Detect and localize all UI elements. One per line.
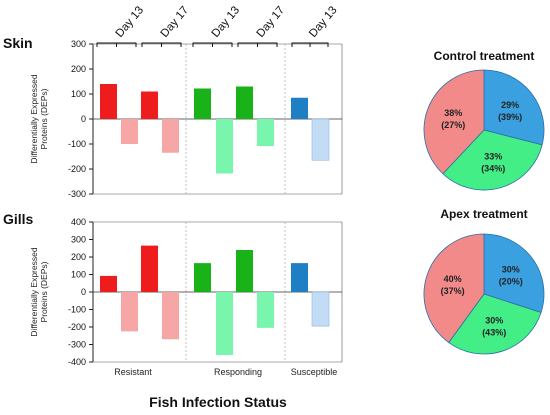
day-label: Day 13 bbox=[114, 4, 147, 40]
pie-label-pct-secondary: (34%) bbox=[481, 164, 505, 174]
y-tick-label: -100 bbox=[68, 139, 86, 149]
y-tick-label: -300 bbox=[68, 189, 86, 199]
bar-downregulated bbox=[257, 292, 274, 328]
group-label: Resistant bbox=[114, 367, 152, 377]
gills-panel-title: Gills bbox=[3, 211, 34, 227]
y-tick-label: 100 bbox=[71, 89, 86, 99]
day-label: Day 17 bbox=[255, 4, 288, 40]
y-axis-title-line2: Proteins (DEPs) bbox=[39, 261, 49, 322]
skin-bar-chart: 300 200 100 0 -100 -200 -300 Differentially Exp… bbox=[29, 39, 343, 199]
skin-panel-title: Skin bbox=[3, 35, 33, 51]
bar-upregulated bbox=[100, 275, 117, 292]
bar-downregulated bbox=[121, 119, 138, 144]
pie-label-pct-secondary: (37%) bbox=[441, 286, 465, 296]
apex-pie-title: Apex treatment bbox=[440, 207, 527, 221]
y-tick-label: -200 bbox=[68, 322, 86, 332]
y-tick-label: -400 bbox=[68, 357, 86, 367]
pie-label-pct: 38% bbox=[444, 108, 462, 118]
y-tick-label: 200 bbox=[71, 64, 86, 74]
pie-label-pct-secondary: (20%) bbox=[499, 277, 523, 287]
bar-downregulated bbox=[162, 292, 179, 340]
day-label: Day 13 bbox=[307, 4, 340, 40]
pie-slice bbox=[483, 69, 545, 146]
bar-upregulated bbox=[194, 263, 211, 292]
day-label: Day 13 bbox=[210, 4, 243, 40]
bar-upregulated bbox=[291, 97, 308, 119]
pie-label-pct-secondary: (39%) bbox=[498, 112, 522, 122]
control-pie-chart: 29% (39%) 33% (34%) 38% (27%) bbox=[423, 69, 545, 191]
pie-label-pct: 30% bbox=[502, 265, 520, 275]
bar-upregulated bbox=[236, 86, 253, 119]
bar-downregulated bbox=[311, 291, 330, 327]
pie-label-pct: 33% bbox=[484, 152, 502, 162]
bar-downregulated bbox=[216, 292, 233, 355]
pie-slice bbox=[423, 233, 485, 344]
y-axis-title-line1: Differentially Expressed bbox=[29, 247, 39, 336]
group-label: Susceptible bbox=[291, 367, 338, 377]
pie-slice bbox=[423, 69, 485, 175]
y-tick-label: 200 bbox=[71, 252, 86, 262]
group-labels: Resistant Responding Susceptible bbox=[114, 367, 337, 377]
y-tick-label: 0 bbox=[81, 114, 86, 124]
control-pie-title: Control treatment bbox=[434, 49, 535, 63]
gills-bar-chart: 400 300 200 100 0 -100 -200 -300 -400 Differentia… bbox=[29, 217, 343, 367]
y-axis-title-line1: Differentially Expressed bbox=[29, 74, 39, 163]
y-tick-label: -200 bbox=[68, 164, 86, 174]
pie-slice bbox=[442, 129, 543, 191]
y-tick-label: -100 bbox=[68, 305, 86, 315]
pie-label-pct-secondary: (43%) bbox=[482, 327, 506, 337]
bar-upregulated bbox=[194, 88, 211, 119]
pie-label-pct: 40% bbox=[444, 274, 462, 284]
bar-downregulated bbox=[257, 119, 274, 146]
pie-slice bbox=[448, 293, 542, 355]
apex-pie-chart: 30% (20%) 30% (43%) 40% (37%) bbox=[423, 233, 545, 355]
bar-upregulated bbox=[291, 263, 308, 292]
bar-upregulated bbox=[100, 84, 117, 119]
bar-downregulated bbox=[162, 119, 179, 153]
pie-slice bbox=[483, 233, 545, 314]
bar-downregulated bbox=[121, 292, 138, 332]
bar-upregulated bbox=[141, 91, 158, 119]
bar-upregulated bbox=[141, 245, 158, 292]
pie-label-pct: 29% bbox=[501, 100, 519, 110]
bar-upregulated bbox=[236, 250, 253, 292]
y-axis-title-line2: Proteins (DEPs) bbox=[39, 88, 49, 149]
pie-label-pct-secondary: (27%) bbox=[441, 120, 465, 130]
y-tick-label: -300 bbox=[68, 340, 86, 350]
y-tick-label: 400 bbox=[71, 217, 86, 227]
y-tick-label: 100 bbox=[71, 270, 86, 280]
bar-downregulated bbox=[216, 119, 233, 174]
y-tick-label: 300 bbox=[71, 235, 86, 245]
y-tick-label: 300 bbox=[71, 39, 86, 49]
day-label: Day 17 bbox=[159, 4, 192, 40]
group-label: Responding bbox=[214, 367, 262, 377]
bar-downregulated bbox=[311, 118, 330, 161]
x-axis-title: Fish Infection Status bbox=[149, 394, 287, 410]
pie-label-pct: 30% bbox=[485, 315, 503, 325]
y-tick-label: 0 bbox=[81, 287, 86, 297]
day-labels: Day 13 Day 17 Day 13 Day 17 Day 13 bbox=[96, 4, 340, 47]
